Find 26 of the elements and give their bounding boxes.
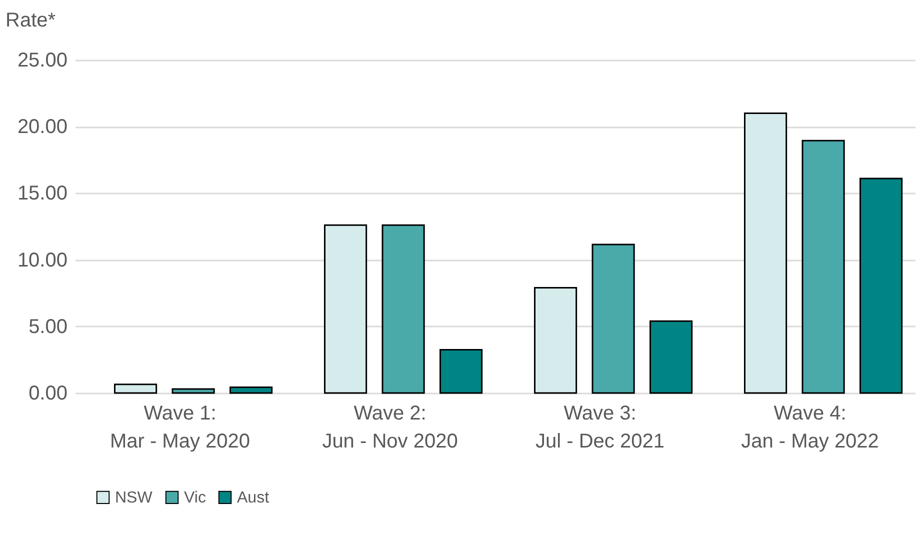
legend-label: NSW (115, 489, 154, 506)
bar (744, 112, 788, 394)
y-axis-title: Rate* (6, 10, 56, 32)
x-tick-label: Wave 1: Mar - May 2020 (110, 402, 250, 452)
bar (802, 140, 845, 394)
x-tick-label: Wave 2: Jun - Nov 2020 (322, 402, 458, 452)
y-tick-label: 15.00 (17, 182, 68, 205)
bar (649, 320, 693, 394)
bar (229, 386, 273, 394)
bar (859, 178, 903, 394)
y-tick-label: 5.00 (28, 316, 68, 338)
bar (382, 224, 425, 394)
bar (172, 388, 215, 394)
bar (324, 224, 368, 394)
bar (592, 244, 635, 394)
y-tick-label: 0.00 (28, 382, 68, 404)
bar (534, 287, 578, 394)
y-tick-label: 10.00 (17, 249, 68, 272)
x-tick-label: Wave 4: Jan - May 2022 (741, 402, 879, 452)
bar (114, 384, 158, 394)
x-tick-label: Wave 3: Jul - Dec 2021 (536, 402, 664, 452)
y-tick-label: 25.00 (17, 50, 68, 72)
y-tick-label: 20.00 (17, 116, 68, 138)
legend-label: Vic (184, 489, 206, 506)
legend-label: Aust (237, 489, 270, 506)
bar (439, 348, 483, 394)
